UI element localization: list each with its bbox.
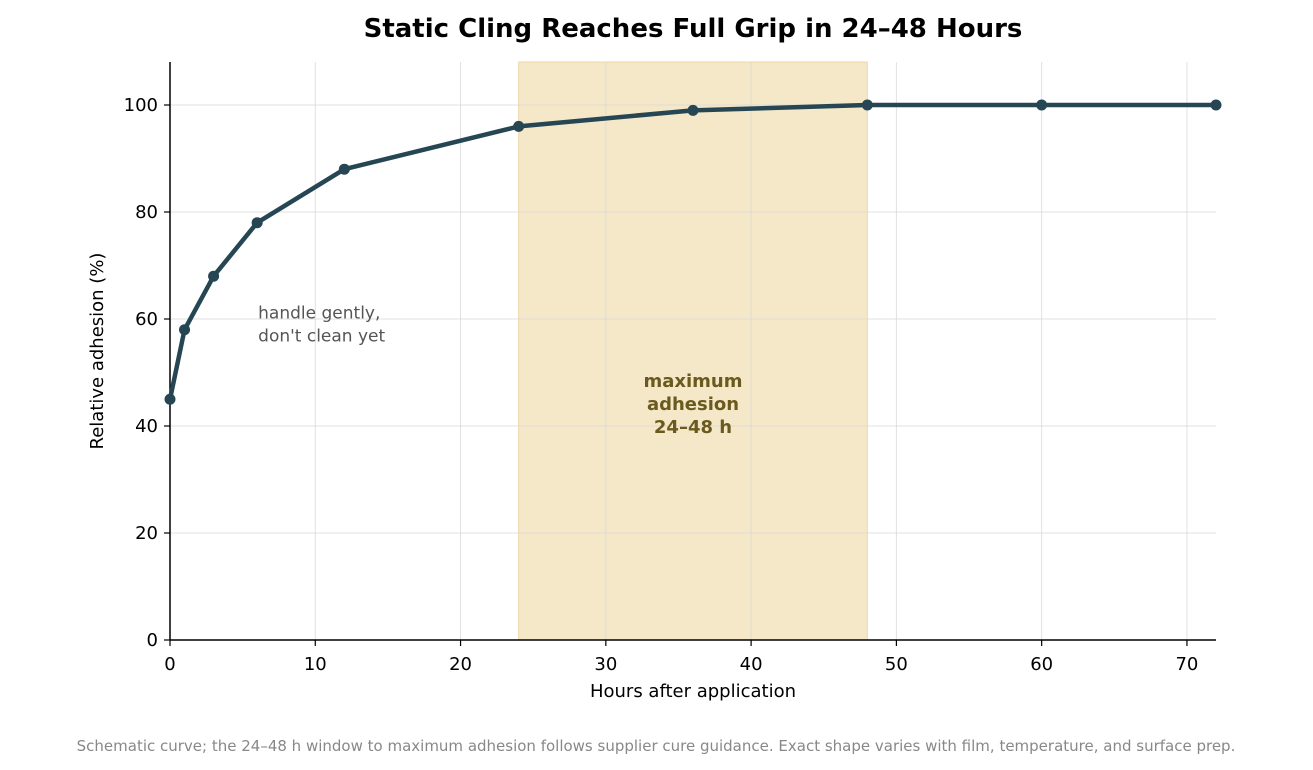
adhesion-data-point [251,217,263,229]
y-tick-label: 60 [135,309,158,330]
y-tick-label: 80 [135,202,158,223]
y-tick-label: 0 [147,630,158,651]
x-tick-label: 30 [594,654,617,675]
y-axis-title: Relative adhesion (%) [87,253,108,450]
y-tick-label: 20 [135,523,158,544]
adhesion-data-point [513,120,525,132]
adhesion-data-point [338,163,350,175]
x-tick-label: 50 [885,654,908,675]
adhesion-data-point [687,104,699,116]
max-adhesion-window [518,61,868,641]
max-adhesion-label: adhesion [647,394,739,415]
x-axis-title: Hours after application [590,681,796,702]
y-tick-label: 40 [135,416,158,437]
adhesion-data-point [861,99,873,111]
x-tick-label: 10 [304,654,327,675]
x-tick-label: 70 [1175,654,1198,675]
adhesion-series-line [167,102,1219,402]
adhesion-data-point [164,393,176,405]
adhesion-data-point [1210,99,1222,111]
plot-area: 0 10 20 30 40 50 60 70 0 20 40 60 80 100 handle gently… [124,61,1222,675]
x-tick-label: 20 [449,654,472,675]
max-adhesion-label: 24–48 h [654,417,732,438]
max-adhesion-label: maximum [643,371,742,392]
adhesion-data-point [208,270,220,282]
x-tick-label: 0 [164,654,175,675]
chart-title: Static Cling Reaches Full Grip in 24–48 … [364,14,1023,44]
handle-gently-annotation: handle gently, [258,303,380,323]
x-tick-label: 60 [1030,654,1053,675]
x-tick-label: 40 [740,654,763,675]
adhesion-data-point [1036,99,1048,111]
adhesion-data-point [179,324,191,336]
handle-gently-annotation: don't clean yet [258,326,385,346]
chart-footnote: Schematic curve; the 24–48 h window to m… [77,737,1236,755]
y-tick-label: 100 [124,95,158,116]
